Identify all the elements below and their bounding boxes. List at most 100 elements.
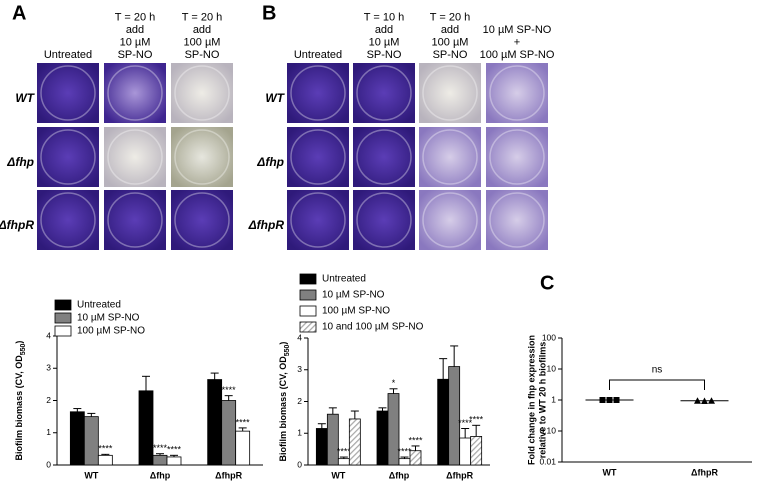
x-tick-label: ΔfhpR	[446, 470, 473, 480]
x-tick-label: WT	[84, 470, 98, 480]
column-header: add	[193, 24, 211, 36]
error-bar	[73, 408, 82, 412]
column-header: 100 µM	[432, 36, 469, 48]
y-axis-label: relative to WT 20 h biofilms	[537, 342, 547, 459]
y-tick-label: 100	[542, 332, 556, 342]
legend-label: 100 µM SP-NO	[77, 326, 145, 337]
y-tick-label: 0.10	[539, 425, 556, 435]
legend-label: 10 and 100 µM SP-NO	[322, 322, 424, 333]
column-header: Untreated	[294, 49, 342, 61]
y-axis-label-end: )	[14, 341, 24, 344]
well-image	[353, 190, 415, 250]
bar	[138, 390, 154, 466]
well-image	[419, 190, 481, 250]
significance-label: ****	[222, 385, 237, 395]
well-image	[419, 127, 481, 187]
data-point	[606, 397, 613, 403]
significance-label: ****	[337, 446, 352, 456]
legend-label: 100 µM SP-NO	[322, 306, 390, 317]
column-header: T = 20 h	[115, 11, 155, 23]
error-bar	[439, 358, 448, 380]
y-tick-label: 3	[46, 363, 51, 373]
y-tick-label: 10	[547, 363, 557, 373]
y-axis-label: Biofilm biomass (CV, OD550)	[14, 341, 26, 461]
y-tick-label: 0.01	[539, 456, 556, 466]
well-rim	[489, 192, 545, 248]
bar	[166, 456, 182, 466]
well-image	[171, 63, 233, 123]
error-bar	[350, 410, 359, 419]
data-point	[694, 397, 701, 404]
well-rim	[40, 192, 96, 248]
column-header: 10 µM SP-NO	[483, 24, 552, 36]
column-header: T = 10 h	[364, 11, 404, 23]
legend-swatch	[299, 305, 317, 317]
bar	[448, 366, 461, 466]
column-header: 10 µM	[369, 36, 400, 48]
bar	[348, 418, 361, 466]
well-rim	[489, 129, 545, 185]
column-header: SP-NO	[367, 49, 402, 61]
error-bar	[378, 407, 387, 412]
x-tick-label: Δfhp	[150, 470, 171, 480]
well-rim	[40, 65, 96, 121]
well-rim	[174, 65, 230, 121]
y-axis-label-main: Biofilm biomass (CV, OD	[14, 355, 24, 461]
well-rim	[356, 192, 412, 248]
bar	[409, 450, 422, 466]
row-label: ΔfhpR	[0, 218, 34, 232]
error-bar	[142, 375, 150, 391]
y-tick-label: 4	[297, 332, 302, 342]
bar	[69, 411, 85, 466]
column-header: +	[514, 36, 520, 48]
well-image	[486, 190, 548, 250]
column-header: T = 20 h	[182, 11, 222, 23]
legend-swatch	[299, 273, 317, 285]
legend-swatch	[54, 299, 72, 311]
y-axis-label-sub: 550	[284, 344, 291, 356]
x-tick-label: WT	[331, 470, 345, 480]
bar	[207, 379, 223, 466]
legend-swatch	[299, 289, 317, 301]
well-image	[104, 127, 166, 187]
significance-label: ****	[236, 417, 251, 427]
well-image	[171, 127, 233, 187]
error-bar	[87, 412, 96, 417]
bar	[221, 400, 237, 466]
significance-label: ****	[153, 443, 168, 453]
row-label: Δfhp	[256, 155, 284, 169]
well-image	[486, 127, 548, 187]
bar	[326, 413, 339, 466]
error-bar	[400, 456, 409, 459]
legend-swatch	[54, 325, 72, 337]
well-rim	[422, 129, 478, 185]
y-axis-label-main: Biofilm biomass (CV, OD	[278, 356, 288, 462]
data-point	[613, 397, 620, 403]
bar	[337, 458, 350, 466]
row-label: Δfhp	[6, 155, 34, 169]
error-bar	[101, 453, 110, 456]
column-header: 100 µM SP-NO	[480, 49, 555, 61]
x-tick-label: Δfhp	[389, 470, 410, 480]
well-image	[171, 190, 233, 250]
well-image	[486, 63, 548, 123]
well-rim	[107, 65, 163, 121]
significance-label: ****	[408, 435, 423, 445]
row-label: ΔfhpR	[248, 218, 285, 232]
y-tick-label: 4	[46, 330, 51, 340]
well-image	[104, 190, 166, 250]
bar	[97, 454, 113, 466]
data-point	[701, 397, 708, 404]
row-label: WT	[15, 91, 35, 105]
y-tick-label: 0	[46, 459, 51, 469]
column-header: T = 20 h	[430, 11, 470, 23]
bar	[235, 430, 251, 466]
well-rim	[290, 65, 346, 121]
legend-label: 10 µM SP-NO	[77, 313, 140, 324]
x-tick-label: WT	[603, 467, 617, 477]
bar	[470, 436, 483, 466]
y-tick-label: 1	[551, 394, 556, 404]
legend-label: Untreated	[322, 274, 366, 285]
legend-swatch	[54, 312, 72, 324]
